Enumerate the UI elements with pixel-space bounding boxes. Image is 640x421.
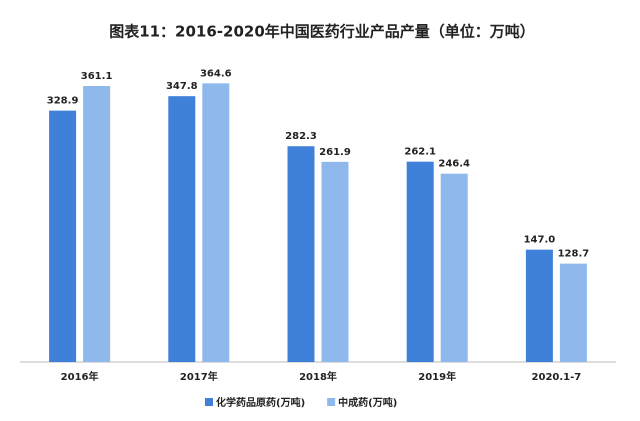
legend-label: 化学药品原药(万吨) xyxy=(216,396,305,409)
bar xyxy=(168,96,196,362)
legend-swatch xyxy=(205,398,213,406)
x-tick-label: 2016年 xyxy=(61,370,99,383)
bar xyxy=(202,83,230,362)
data-label: 261.9 xyxy=(319,147,351,158)
x-tick-label: 2017年 xyxy=(180,370,218,383)
x-tick-label: 2019年 xyxy=(418,370,456,383)
data-label: 361.1 xyxy=(81,71,113,82)
data-label: 282.3 xyxy=(285,131,317,142)
x-tick-label: 2020.1-7 xyxy=(532,372,582,383)
legend-label: 中成药(万吨) xyxy=(338,396,397,409)
chart-title: 图表11：2016-2020年中国医药行业产品产量（单位：万吨） xyxy=(109,23,535,41)
data-label: 128.7 xyxy=(558,249,590,260)
data-label: 328.9 xyxy=(47,96,79,107)
legend-swatch xyxy=(327,398,336,406)
bar xyxy=(83,86,111,363)
data-label: 347.8 xyxy=(166,81,198,92)
data-label: 364.6 xyxy=(200,68,232,79)
bar xyxy=(440,173,468,362)
bar xyxy=(49,110,77,362)
data-label: 246.4 xyxy=(438,159,470,170)
bar xyxy=(287,146,315,362)
data-label: 147.0 xyxy=(524,235,556,246)
bar xyxy=(406,161,434,362)
bar xyxy=(559,263,587,362)
bar xyxy=(321,161,349,362)
bar xyxy=(525,249,553,362)
x-tick-label: 2018年 xyxy=(299,370,337,383)
data-label: 262.1 xyxy=(404,147,436,158)
